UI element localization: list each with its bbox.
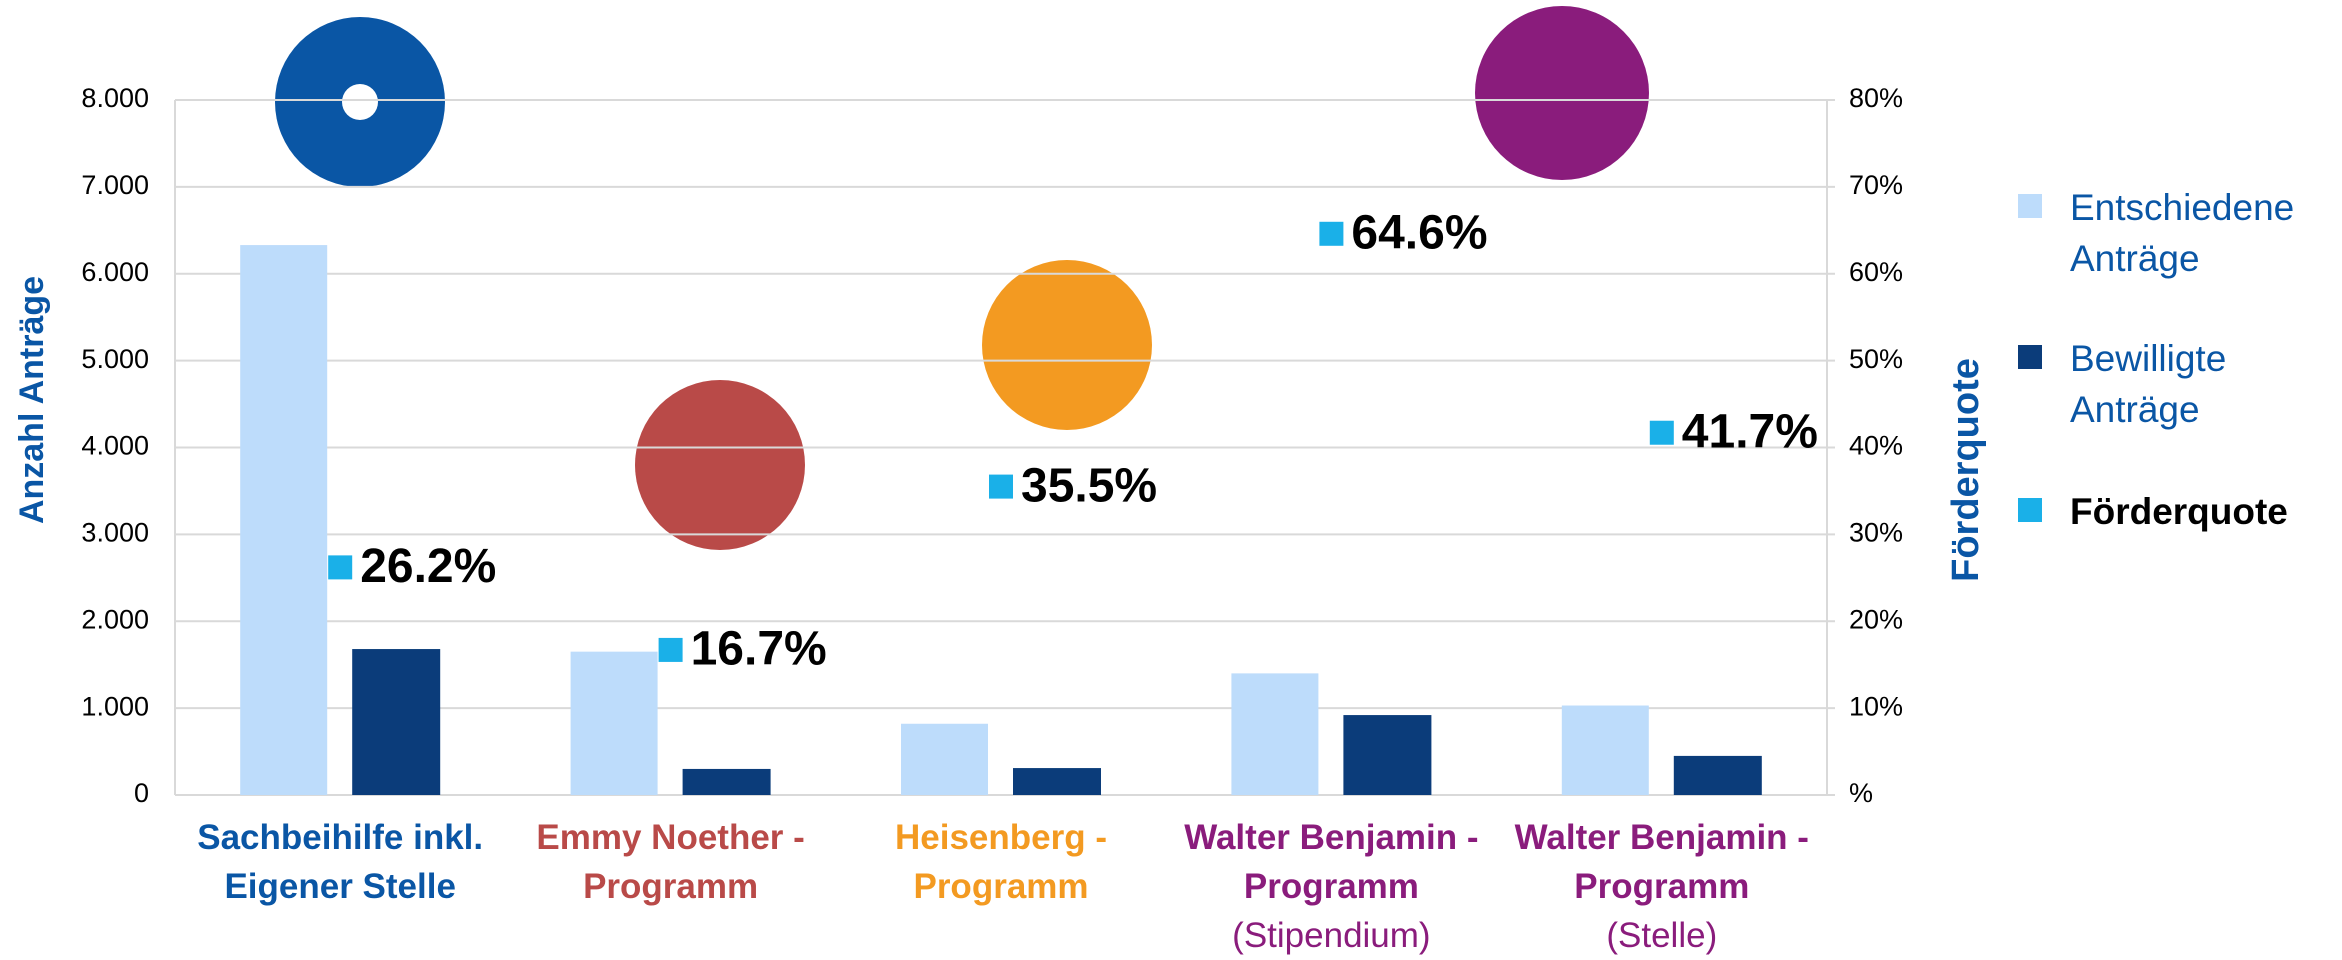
data-label: 26.2%	[360, 540, 496, 593]
x-tick-label: Walter Benjamin - Programm (Stipendium)	[1171, 813, 1491, 960]
y-tick-label: 0	[134, 778, 149, 808]
icon	[1475, 6, 1649, 180]
y-tick-label: 6.000	[81, 257, 149, 287]
legend-label: Förderquote	[2070, 486, 2338, 537]
rate-point	[659, 638, 683, 662]
y2-tick-label: 80%	[1849, 83, 1903, 113]
category-note: (Stelle)	[1502, 911, 1822, 960]
category-name: Emmy Noether - Programm	[536, 818, 804, 906]
rate-point	[989, 475, 1013, 499]
data-label: 35.5%	[1021, 459, 1157, 512]
y2-tick-label: 60%	[1849, 257, 1903, 287]
bar	[1231, 673, 1318, 795]
category-name: Heisenberg - Programm	[895, 818, 1107, 906]
y-tick-label: 3.000	[81, 518, 149, 548]
y2-tick-label: %	[1849, 778, 1873, 808]
y-tick-label: 4.000	[81, 431, 149, 461]
y2-tick-label: 30%	[1849, 518, 1903, 548]
category-name: Walter Benjamin - Programm	[1184, 818, 1478, 906]
x-tick-label: Heisenberg - Programm	[841, 813, 1161, 911]
bar	[1343, 715, 1431, 795]
legend-swatch	[2018, 194, 2042, 218]
icon	[982, 260, 1152, 430]
y-tick-label: 7.000	[81, 170, 149, 200]
data-label: 64.6%	[1351, 206, 1487, 259]
bar	[1013, 768, 1101, 795]
y-axis-title: Anzahl Anträge	[13, 276, 51, 524]
category-name: Walter Benjamin - Programm	[1515, 818, 1809, 906]
y2-tick-label: 10%	[1849, 691, 1903, 721]
y2-tick-label: 20%	[1849, 604, 1903, 634]
legend-item: Förderquote	[2018, 486, 2338, 537]
rate-point	[1650, 421, 1674, 445]
icon	[635, 380, 805, 550]
legend-label: Bewilligte Anträge	[2070, 333, 2338, 435]
legend-label: Entschiedene Anträge	[2070, 182, 2338, 284]
y2-axis-title: Förderquote	[1945, 358, 1987, 582]
icon	[342, 84, 378, 120]
bar	[901, 724, 988, 795]
data-label: 16.7%	[691, 623, 827, 676]
y2-tick-label: 50%	[1849, 344, 1903, 374]
y-tick-label: 2.000	[81, 604, 149, 634]
y2-tick-label: 40%	[1849, 431, 1903, 461]
bar	[683, 769, 771, 795]
x-tick-label: Walter Benjamin - Programm (Stelle)	[1502, 813, 1822, 960]
y2-tick-label: 70%	[1849, 170, 1903, 200]
rate-point	[1319, 222, 1343, 246]
chart: Anzahl Anträge Förderquote 0 1.000 2.000 3.…	[0, 0, 2342, 946]
y-tick-label: 8.000	[81, 83, 149, 113]
bar	[571, 652, 658, 795]
bar	[1674, 756, 1762, 795]
legend-swatch	[2018, 498, 2042, 522]
y-tick-label: 5.000	[81, 344, 149, 374]
bar	[240, 245, 327, 795]
rate-point	[328, 555, 352, 579]
x-tick-label: Sachbeihilfe inkl. Eigener Stelle	[180, 813, 500, 911]
category-name: Sachbeihilfe inkl. Eigener Stelle	[197, 818, 483, 906]
legend-item: Entschiedene Anträge	[2018, 182, 2338, 284]
page: Anzahl Anträge Förderquote 0 1.000 2.000 3.…	[0, 0, 2342, 946]
legend-swatch	[2018, 345, 2042, 369]
bar	[352, 649, 440, 795]
y-tick-label: 1.000	[81, 691, 149, 721]
category-note: (Stipendium)	[1171, 911, 1491, 960]
data-label: 41.7%	[1682, 405, 1818, 458]
bar	[1562, 706, 1649, 795]
legend-item: Bewilligte Anträge	[2018, 333, 2338, 435]
x-tick-label: Emmy Noether - Programm	[511, 813, 831, 911]
